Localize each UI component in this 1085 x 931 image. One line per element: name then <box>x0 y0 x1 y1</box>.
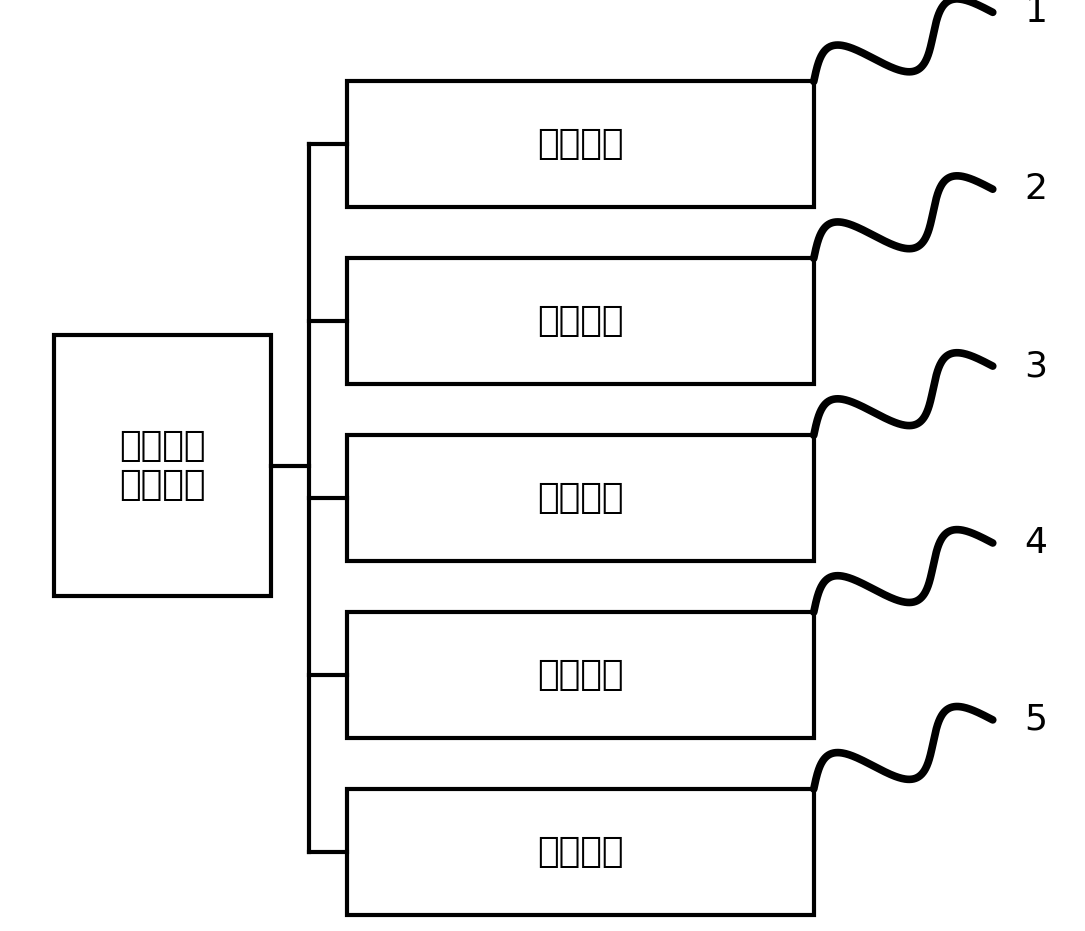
Text: 计算模块: 计算模块 <box>537 304 624 338</box>
Bar <box>347 436 814 560</box>
Bar <box>347 613 814 737</box>
Text: 判断模块: 判断模块 <box>537 658 624 692</box>
Text: 统计模块: 统计模块 <box>537 481 624 515</box>
Text: 预警模块: 预警模块 <box>537 835 624 869</box>
Bar <box>347 789 814 914</box>
Text: 检测熔深
不足系统: 检测熔深 不足系统 <box>119 429 206 502</box>
Bar <box>347 82 814 208</box>
Bar <box>54 335 271 596</box>
Text: 5: 5 <box>1024 703 1048 737</box>
Text: 4: 4 <box>1024 526 1048 560</box>
Text: 采集模块: 采集模块 <box>537 128 624 161</box>
Bar <box>347 258 814 385</box>
Text: 3: 3 <box>1024 349 1048 384</box>
Text: 2: 2 <box>1024 172 1048 207</box>
Text: 1: 1 <box>1024 0 1048 30</box>
